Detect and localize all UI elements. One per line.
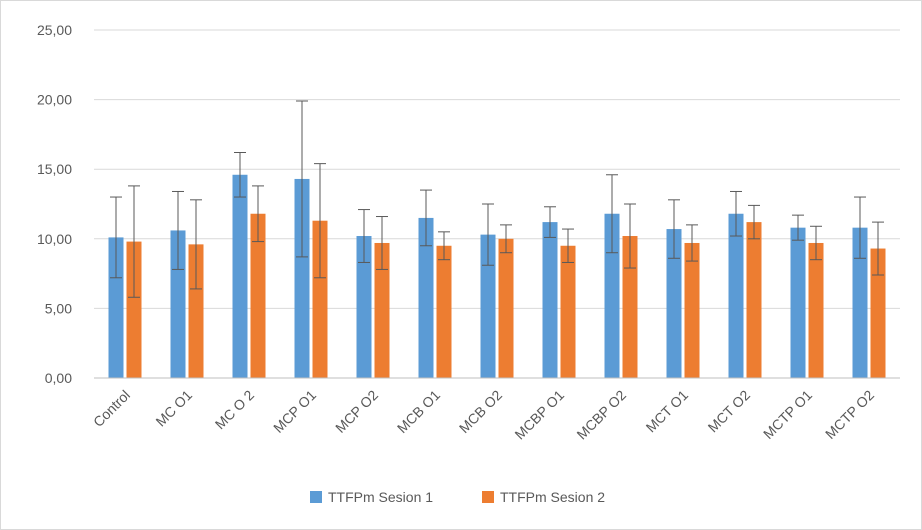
y-tick-label: 15,00 xyxy=(37,161,72,177)
bar-2-9 xyxy=(684,242,700,378)
bar-2-11 xyxy=(808,242,824,378)
bar-1-8 xyxy=(604,213,620,378)
bar-2-4 xyxy=(374,242,390,378)
bar-2-10 xyxy=(746,222,762,378)
legend-label-1: TTFPm Sesion 1 xyxy=(328,489,433,505)
bar-1-10 xyxy=(728,213,744,378)
y-tick-label: 20,00 xyxy=(37,92,72,108)
y-tick-label: 0,00 xyxy=(45,370,72,386)
bar-1-9 xyxy=(666,229,682,378)
bar-1-2 xyxy=(232,174,248,378)
legend-swatch-2 xyxy=(482,491,494,503)
bar-1-1 xyxy=(170,230,186,378)
bar-1-6 xyxy=(480,234,496,378)
y-tick-label: 5,00 xyxy=(45,300,72,316)
bar-2-0 xyxy=(126,241,142,378)
error-bars xyxy=(110,100,884,298)
bar-1-5 xyxy=(418,217,434,378)
legend-swatch-1 xyxy=(310,491,322,503)
bar-2-6 xyxy=(498,238,514,378)
bar-1-0 xyxy=(108,237,124,378)
legend: TTFPm Sesion 1 TTFPm Sesion 2 xyxy=(310,489,605,505)
bar-1-4 xyxy=(356,236,372,378)
bar-2-5 xyxy=(436,245,452,378)
bar-2-7 xyxy=(560,245,576,378)
bar-1-3 xyxy=(294,178,310,378)
bar-2-2 xyxy=(250,213,266,378)
bar-1-7 xyxy=(542,222,558,378)
bars xyxy=(108,174,886,378)
bar-2-12 xyxy=(870,248,886,378)
bar-2-3 xyxy=(312,220,328,378)
bar-2-8 xyxy=(622,236,638,378)
bar-1-12 xyxy=(852,227,868,378)
bar-2-1 xyxy=(188,244,204,378)
y-tick-label: 10,00 xyxy=(37,231,72,247)
bar-1-11 xyxy=(790,227,806,378)
legend-label-2: TTFPm Sesion 2 xyxy=(500,489,605,505)
y-axis: 0,00 5,00 10,00 15,00 20,00 25,00 xyxy=(37,22,72,386)
y-tick-label: 25,00 xyxy=(37,22,72,38)
gridlines xyxy=(94,29,900,309)
